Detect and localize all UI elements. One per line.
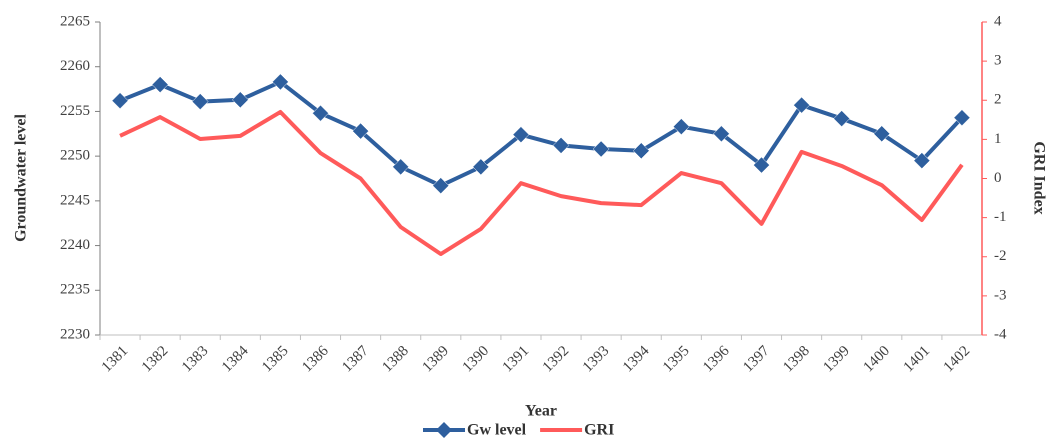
x-tick-label: 1395 xyxy=(660,343,693,376)
y-axis-title: Groundwater level xyxy=(13,114,30,242)
data-point xyxy=(352,122,369,140)
x-tick-label: 1396 xyxy=(700,343,733,376)
data-point xyxy=(111,92,129,110)
x-tick-label: 1385 xyxy=(259,343,292,376)
y-tick-label: 2250 xyxy=(60,148,90,164)
data-point xyxy=(713,125,730,143)
x-axis-title: Year xyxy=(525,403,557,420)
y-tick-label: 2255 xyxy=(60,103,90,119)
y2-tick-label: -3 xyxy=(994,287,1007,303)
x-tick-label: 1389 xyxy=(420,343,453,376)
data-point xyxy=(151,76,169,93)
series-line xyxy=(119,79,964,188)
y2-tick-label: -2 xyxy=(994,248,1007,264)
data-point xyxy=(913,152,931,169)
data-point xyxy=(272,73,289,91)
data-point xyxy=(512,126,530,144)
x-tick-label: 1393 xyxy=(580,343,613,376)
x-tick-label: 1399 xyxy=(820,343,853,376)
x-tick-label: 1397 xyxy=(740,343,773,376)
y2-tick-label: 4 xyxy=(994,13,1002,29)
data-point xyxy=(231,91,249,109)
series-line xyxy=(119,109,964,257)
x-tick-label: 1384 xyxy=(219,343,252,376)
y2-tick-label: 1 xyxy=(994,131,1002,147)
y2-tick-label: 2 xyxy=(994,92,1002,108)
y-tick-label: 2260 xyxy=(60,58,90,74)
y-tick-label: 2245 xyxy=(60,192,90,208)
data-point xyxy=(552,137,570,154)
data-point xyxy=(953,109,971,127)
x-tick-label: 1391 xyxy=(500,343,533,376)
y2-tick-label: 3 xyxy=(994,53,1002,69)
x-tick-label: 1398 xyxy=(780,343,813,376)
data-point xyxy=(753,156,770,174)
x-tick-label: 1383 xyxy=(179,343,212,376)
x-tick-label: 1388 xyxy=(379,343,412,376)
y-tick-label: 2240 xyxy=(60,237,90,253)
y2-tick-label: -4 xyxy=(994,326,1007,342)
legend-label: GRI xyxy=(584,422,614,439)
y2-tick-label: 0 xyxy=(994,170,1002,186)
x-tick-label: 1390 xyxy=(460,343,493,376)
data-point xyxy=(873,125,891,143)
data-point xyxy=(432,177,450,195)
legend-label: Gw level xyxy=(467,422,527,439)
x-tick-label: 1401 xyxy=(901,343,934,376)
y2-tick-label: -1 xyxy=(994,209,1007,225)
data-point xyxy=(312,104,329,122)
y-tick-label: 2230 xyxy=(60,326,90,342)
legend-marker xyxy=(436,422,452,438)
data-point xyxy=(833,110,851,127)
x-tick-label: 1394 xyxy=(620,343,653,376)
x-tick-label: 1400 xyxy=(861,343,894,376)
y2-axis-title: GRI Index xyxy=(1030,141,1047,214)
x-tick-label: 1392 xyxy=(540,343,573,376)
data-point xyxy=(472,158,490,176)
x-tick-label: 1386 xyxy=(299,343,332,376)
data-point xyxy=(191,93,209,110)
x-tick-label: 1382 xyxy=(139,343,172,376)
x-tick-label: 1402 xyxy=(941,343,974,376)
x-tick-label: 1387 xyxy=(339,343,372,376)
data-point xyxy=(592,140,610,158)
data-point xyxy=(793,96,810,114)
y-tick-label: 2235 xyxy=(60,282,90,298)
data-point xyxy=(672,118,690,135)
x-tick-label: 1381 xyxy=(99,343,132,376)
y-tick-label: 2265 xyxy=(60,13,90,29)
data-point xyxy=(632,142,650,160)
data-point xyxy=(392,158,410,176)
